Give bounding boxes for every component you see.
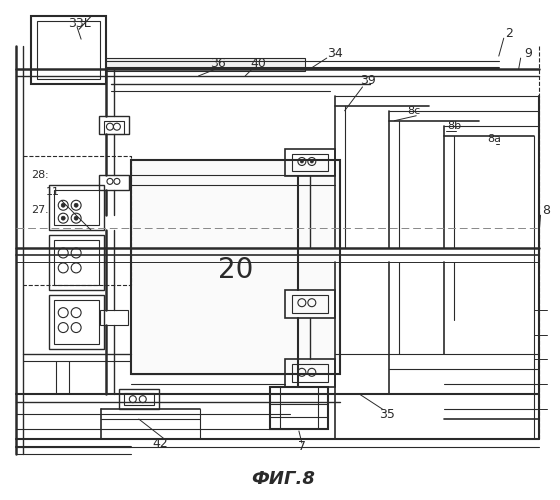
- Bar: [49, 294, 104, 350]
- Bar: [54, 240, 99, 285]
- Circle shape: [310, 160, 313, 163]
- Bar: [49, 235, 104, 290]
- Bar: [119, 389, 158, 409]
- Bar: [54, 300, 99, 344]
- Text: 9: 9: [525, 46, 533, 60]
- Text: 8a: 8a: [487, 134, 501, 143]
- Text: :: :: [44, 170, 48, 180]
- Text: 35: 35: [380, 408, 395, 420]
- Text: 40: 40: [250, 56, 266, 70]
- Text: 27: 27: [31, 205, 45, 215]
- Text: 42: 42: [153, 438, 169, 450]
- Bar: [106, 58, 305, 71]
- Text: 2: 2: [505, 26, 512, 40]
- Bar: [124, 393, 153, 405]
- Bar: [49, 186, 104, 230]
- Text: 8b: 8b: [447, 120, 461, 130]
- Bar: [54, 190, 99, 225]
- Bar: [38, 22, 100, 79]
- Text: .: .: [44, 205, 48, 215]
- Bar: [285, 290, 335, 318]
- Text: 20: 20: [218, 256, 253, 284]
- Text: 33L: 33L: [68, 17, 91, 30]
- Bar: [270, 387, 328, 429]
- Bar: [100, 310, 128, 324]
- Bar: [99, 176, 129, 190]
- Text: 11: 11: [46, 188, 60, 198]
- Bar: [104, 120, 124, 134]
- Text: 8c: 8c: [408, 106, 421, 116]
- Text: 34: 34: [327, 46, 343, 60]
- Circle shape: [61, 204, 65, 207]
- Circle shape: [300, 160, 304, 163]
- Bar: [285, 360, 335, 387]
- Bar: [292, 364, 328, 382]
- Bar: [99, 116, 129, 134]
- Circle shape: [74, 204, 78, 207]
- Bar: [292, 294, 328, 312]
- Circle shape: [61, 216, 65, 220]
- Bar: [292, 154, 328, 172]
- Circle shape: [74, 216, 78, 220]
- Text: 39: 39: [360, 74, 375, 88]
- Text: 36: 36: [211, 56, 226, 70]
- Bar: [285, 148, 335, 176]
- Text: ФИГ.8: ФИГ.8: [251, 470, 315, 488]
- Bar: [131, 160, 340, 374]
- Text: 7: 7: [298, 440, 306, 454]
- Text: 28: 28: [31, 170, 45, 180]
- Bar: [31, 16, 106, 84]
- Text: 8: 8: [543, 204, 550, 216]
